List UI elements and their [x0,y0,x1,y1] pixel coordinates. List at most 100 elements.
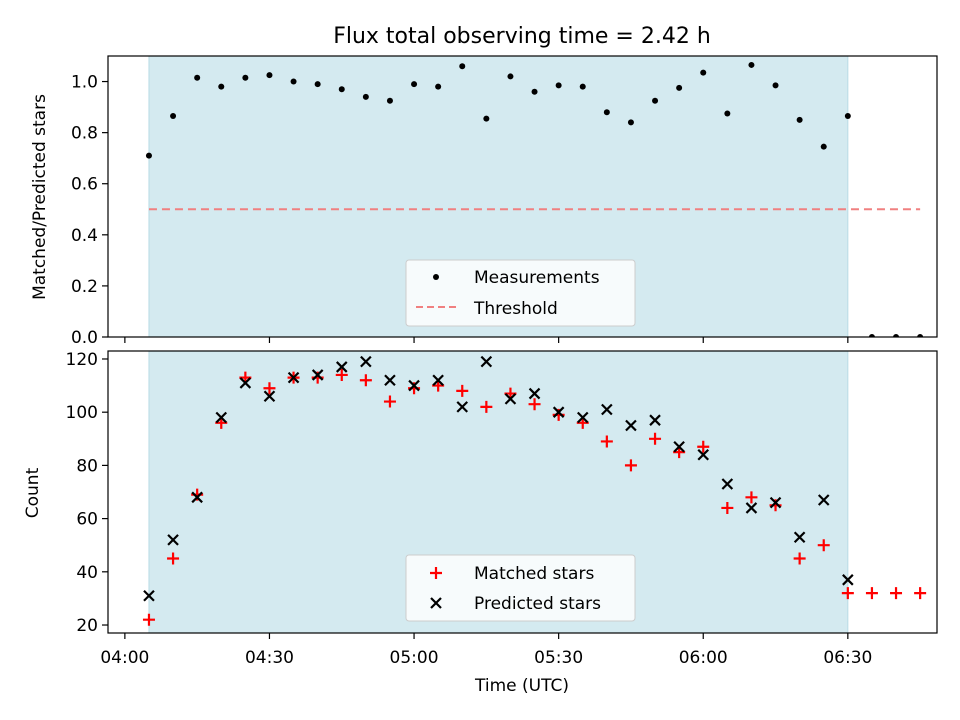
count-panel-ylabel: Count [23,467,43,518]
predicted-star-point [215,411,228,424]
predicted-star-point [504,393,517,405]
predicted-star-point [480,355,493,368]
measurement-point [218,83,225,90]
matched-star-point [793,552,806,565]
matched-star-point [456,384,469,397]
count-y-tick-label: 100 [66,403,98,423]
measurement-point [338,86,345,93]
measurement-point [772,82,779,89]
measurement-point [531,88,538,95]
matched-star-point [841,587,854,600]
predicted-star-point [432,374,444,387]
predicted-star-point [745,502,758,514]
matched-star-point [383,395,396,408]
measurement-point [652,97,659,104]
matched-star-point [745,491,758,504]
measurement-point [820,143,827,150]
measurement-point [748,61,755,68]
legend-threshold-label: Threshold [473,299,558,319]
matched-star-point [142,613,155,626]
ratio-y-tick-label: 0.2 [71,277,98,297]
measurement-point [507,73,514,80]
predicted-star-point [842,574,854,586]
legend-matched-label: Matched stars [474,564,594,584]
matched-star-point [600,435,613,448]
measurement-point [700,69,707,76]
measurement-point [555,82,562,89]
matched-star-point [697,440,710,453]
count-y-tick-label: 20 [76,616,98,636]
measurement-point [145,152,152,159]
predicted-star-point [167,534,179,546]
predicted-star-point [625,419,637,432]
matched-star-point [359,374,372,387]
predicted-star-point [287,371,300,384]
predicted-star-point [721,478,734,490]
measurement-point [242,74,249,81]
ratio-y-tick-label: 0.4 [71,226,98,246]
predicted-star-point [191,491,203,504]
predicted-star-point [311,369,324,381]
predicted-star-point [793,531,806,544]
ratio-y-tick-label: 0.6 [71,175,98,195]
predicted-star-point [769,496,782,509]
measurement-point [917,334,924,337]
count-y-tick-label: 60 [76,510,98,530]
ratio-axes-frame [107,55,938,338]
predicted-star-point [408,379,420,392]
legend-measurements-label: Measurements [474,268,600,288]
measurement-point [603,109,610,116]
measurement-point [868,334,875,337]
matched-star-point [528,398,541,411]
x-axis-label: Time (UTC) [474,676,569,696]
measurement-point [290,78,297,85]
predicted-star-point [601,403,613,416]
measurement-point [724,110,731,117]
measurement-point [459,63,466,70]
x-tick-label: 05:00 [390,648,439,668]
count-data-layer [142,355,927,626]
count-legend: Matched stars Predicted stars [405,554,636,622]
measurement-point [266,72,273,79]
x-tick-label: 04:00 [100,648,149,668]
legend-measurements-marker [433,274,439,280]
predicted-star-point [335,361,348,373]
predicted-star-point [697,448,710,461]
count-y-tick-label: 80 [76,456,98,476]
matched-star-point [914,587,927,600]
matched-star-point [624,459,637,472]
ratio-y-tick-label: 0.0 [71,328,98,348]
predicted-star-point [384,374,396,387]
measurement-point [893,334,900,337]
x-tick-label: 06:30 [823,648,872,668]
legend-predicted-marker [430,597,442,609]
matched-star-point [721,501,734,514]
predicted-star-point [239,377,252,389]
count-legend-frame [405,554,636,622]
count-axes-frame [107,350,938,634]
predicted-star-point [360,355,372,368]
x-tick-label: 04:30 [245,648,294,668]
matched-star-point [649,432,662,445]
measurement-point [314,81,321,88]
ratio-panel: Matched/Predicted stars 0.0 0.2 0.4 0.6 0.8 1… [30,55,938,348]
matched-star-point [865,587,878,600]
predicted-star-point [817,494,830,506]
predicted-star-point [528,387,541,400]
ratio-legend: Measurements Threshold [405,259,636,327]
measurement-point [194,74,201,81]
ratio-y-tick-label: 0.8 [71,124,98,144]
measurement-point [627,119,634,126]
predicted-star-point [576,411,589,424]
predicted-star-point [552,406,565,418]
predicted-star-point [456,401,469,413]
measurement-point [170,113,177,120]
chart-title: Flux total observing time = 2.42 h [333,24,711,49]
measurement-point [435,83,442,90]
measurement-point [411,81,418,88]
measurement-point [676,84,683,91]
matched-star-point [480,400,493,413]
measurement-point [844,113,851,120]
ratio-legend-frame [405,259,636,327]
legend-predicted-label: Predicted stars [474,594,601,614]
